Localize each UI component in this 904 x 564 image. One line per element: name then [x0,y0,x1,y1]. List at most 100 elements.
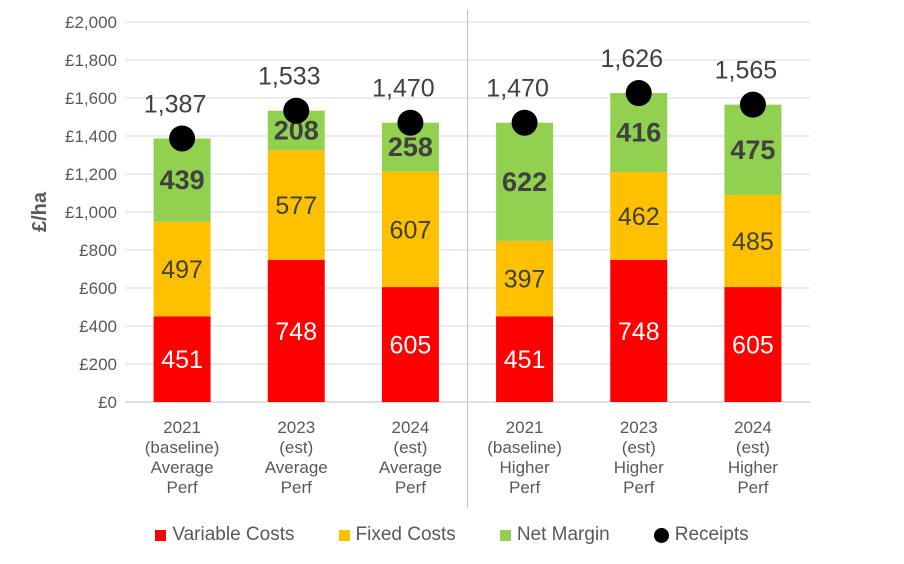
gridlines [125,10,810,508]
data-label-net-margin: 622 [502,167,547,197]
x-tick-label: (baseline) [487,438,562,457]
data-label-fixed-costs: 462 [618,203,660,231]
legend-swatch-net-margin [499,529,511,541]
legend-label-fixed-costs: Fixed Costs [355,524,456,545]
bar-segment-variable-costs [267,259,325,402]
receipt-value-label: 1,470 [486,75,549,103]
y-tick-label: £1,200 [65,165,117,184]
x-tick-label: Perf [509,478,540,497]
y-tick-label: £1,800 [65,51,117,70]
x-tick-label: Perf [623,478,654,497]
x-axis-labels: 2021(baseline)AveragePerf2023(est)Averag… [145,418,779,497]
y-tick-label: £1,000 [65,203,117,222]
legend-swatch-fixed-costs [338,529,350,541]
x-tick-label: 2024 [392,418,430,437]
x-tick-label: Average [379,458,442,477]
receipt-value-label: 1,387 [144,90,207,118]
receipt-marker [283,97,310,124]
x-tick-label: (est) [279,438,313,457]
data-label-variable-costs: 451 [161,346,203,374]
x-tick-label: Higher [614,458,664,477]
receipt-marker [397,109,424,136]
y-tick-label: £600 [79,279,117,298]
data-label-fixed-costs: 577 [275,192,317,220]
receipt-marker [169,125,196,152]
x-tick-label: Average [151,458,214,477]
receipt-marker [625,80,652,107]
data-label-net-margin: 439 [160,165,205,195]
bar-segment-net-margin [724,104,782,195]
x-tick-label: 2024 [734,418,772,437]
x-tick-label: Perf [395,478,426,497]
legend-item-receipts: Receipts [653,524,749,546]
y-axis-title: £/ha [29,191,51,232]
legend-label-variable-costs: Variable Costs [172,524,295,545]
bar-segment-variable-costs [153,316,211,402]
x-tick-label: (est) [393,438,427,457]
y-axis-ticks: £0 £200 £400 £600 £800 £1,000 £1,200 £1,400 £1,6… [65,13,117,412]
x-tick-label: 2023 [620,418,658,437]
receipt-value-label: 1,533 [258,63,321,91]
data-label-net-margin: 416 [616,118,661,148]
bar-segment-variable-costs [496,316,554,402]
legend-marker-receipts [653,527,669,543]
x-tick-label: (est) [736,438,770,457]
bar-segment-variable-costs [610,259,668,402]
data-label-variable-costs: 451 [504,346,546,374]
x-tick-label: (baseline) [145,438,220,457]
x-tick-label: 2021 [163,418,201,437]
x-tick-label: Perf [166,478,197,497]
x-tick-label: Higher [728,458,778,477]
y-tick-label: £800 [79,241,117,260]
data-label-net-margin: 475 [730,135,775,165]
bar-segment-variable-costs [381,287,439,402]
stacked-bar-chart: £0 £200 £400 £600 £800 £1,000 £1,200 £1,400 £1,6… [29,10,810,508]
y-tick-label: £200 [79,355,117,374]
bar-segment-fixed-costs [381,171,439,288]
legend-item-variable-costs: Variable Costs [155,524,295,546]
y-tick-label: £400 [79,317,117,336]
receipt-value-label: 1,626 [600,45,663,73]
x-tick-label: Perf [281,478,312,497]
data-label-variable-costs: 748 [275,318,317,346]
data-label-fixed-costs: 485 [732,228,774,256]
legend-item-net-margin: Net Margin [499,524,610,546]
y-tick-label: £2,000 [65,13,117,32]
bar-segment-fixed-costs [610,172,668,260]
bar-segment-fixed-costs [496,240,554,317]
bars: 4514974397485772086056072584513976227484… [153,93,782,402]
legend-swatch-variable-costs [155,529,167,541]
legend-label-net-margin: Net Margin [516,524,610,545]
x-tick-label: Average [265,458,328,477]
data-label-fixed-costs: 607 [390,216,432,244]
data-label-variable-costs: 748 [618,318,660,346]
legend-label-receipts: Receipts [674,524,749,545]
receipt-marker [739,91,766,118]
data-label-fixed-costs: 397 [504,266,546,294]
x-tick-label: Perf [737,478,768,497]
x-tick-label: Higher [500,458,550,477]
data-label-variable-costs: 605 [732,332,774,360]
x-tick-label: 2023 [277,418,315,437]
receipts-markers: 1,387 1,533 1,470 1,470 1,626 1,565 [144,45,777,152]
data-label-fixed-costs: 497 [161,256,203,284]
bar-segment-net-margin [153,138,211,222]
x-tick-label: (est) [622,438,656,457]
data-label-variable-costs: 605 [390,332,432,360]
legend: Variable Costs Fixed Costs Net Margin Re… [0,520,904,550]
bar-segment-net-margin [610,93,668,173]
y-tick-label: £0 [98,393,117,412]
bar-segment-fixed-costs [724,194,782,288]
bar-segment-net-margin [496,122,554,241]
bar-segment-fixed-costs [153,221,211,317]
bar-segment-fixed-costs [267,150,325,260]
data-label-net-margin: 258 [388,132,433,162]
legend-item-fixed-costs: Fixed Costs [338,524,456,546]
x-tick-label: 2021 [506,418,544,437]
receipt-marker [511,109,538,136]
receipt-value-label: 1,470 [372,75,435,103]
bar-segment-variable-costs [724,287,782,402]
y-tick-label: £1,600 [65,89,117,108]
y-tick-label: £1,400 [65,127,117,146]
